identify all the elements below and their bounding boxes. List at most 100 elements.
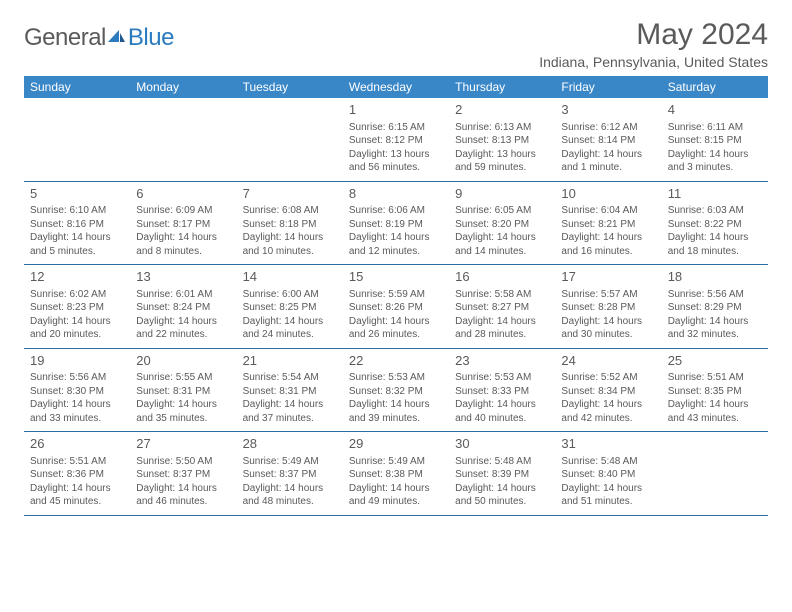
calendar-cell — [130, 98, 236, 181]
sunset-text: Sunset: 8:22 PM — [668, 218, 762, 232]
day-header: Friday — [555, 76, 661, 98]
sunset-text: Sunset: 8:14 PM — [561, 134, 655, 148]
calendar-cell: 9Sunrise: 6:05 AMSunset: 8:20 PMDaylight… — [449, 182, 555, 265]
sunset-text: Sunset: 8:39 PM — [455, 468, 549, 482]
calendar-cell: 3Sunrise: 6:12 AMSunset: 8:14 PMDaylight… — [555, 98, 661, 181]
calendar-cell: 2Sunrise: 6:13 AMSunset: 8:13 PMDaylight… — [449, 98, 555, 181]
calendar-cell: 16Sunrise: 5:58 AMSunset: 8:27 PMDayligh… — [449, 265, 555, 348]
calendar-week: 19Sunrise: 5:56 AMSunset: 8:30 PMDayligh… — [24, 349, 768, 433]
sunrise-text: Sunrise: 6:00 AM — [243, 288, 337, 302]
daylight-text: Daylight: 14 hours and 5 minutes. — [30, 231, 124, 258]
sunset-text: Sunset: 8:38 PM — [349, 468, 443, 482]
day-number: 27 — [136, 435, 230, 453]
calendar: Sunday Monday Tuesday Wednesday Thursday… — [24, 76, 768, 516]
daylight-text: Daylight: 14 hours and 16 minutes. — [561, 231, 655, 258]
daylight-text: Daylight: 14 hours and 45 minutes. — [30, 482, 124, 509]
sunset-text: Sunset: 8:35 PM — [668, 385, 762, 399]
day-header: Sunday — [24, 76, 130, 98]
calendar-cell: 23Sunrise: 5:53 AMSunset: 8:33 PMDayligh… — [449, 349, 555, 432]
sunrise-text: Sunrise: 6:08 AM — [243, 204, 337, 218]
sunrise-text: Sunrise: 5:50 AM — [136, 455, 230, 469]
day-number: 3 — [561, 101, 655, 119]
header: General Blue May 2024 Indiana, Pennsylva… — [24, 18, 768, 70]
daylight-text: Daylight: 14 hours and 22 minutes. — [136, 315, 230, 342]
sunrise-text: Sunrise: 5:49 AM — [349, 455, 443, 469]
calendar-cell: 10Sunrise: 6:04 AMSunset: 8:21 PMDayligh… — [555, 182, 661, 265]
day-number: 24 — [561, 352, 655, 370]
daylight-text: Daylight: 14 hours and 32 minutes. — [668, 315, 762, 342]
sunset-text: Sunset: 8:26 PM — [349, 301, 443, 315]
calendar-cell: 21Sunrise: 5:54 AMSunset: 8:31 PMDayligh… — [237, 349, 343, 432]
sunset-text: Sunset: 8:31 PM — [243, 385, 337, 399]
calendar-cell: 8Sunrise: 6:06 AMSunset: 8:19 PMDaylight… — [343, 182, 449, 265]
calendar-cell: 15Sunrise: 5:59 AMSunset: 8:26 PMDayligh… — [343, 265, 449, 348]
day-number: 1 — [349, 101, 443, 119]
daylight-text: Daylight: 14 hours and 37 minutes. — [243, 398, 337, 425]
day-number: 17 — [561, 268, 655, 286]
sunrise-text: Sunrise: 5:55 AM — [136, 371, 230, 385]
sunrise-text: Sunrise: 6:04 AM — [561, 204, 655, 218]
daylight-text: Daylight: 14 hours and 28 minutes. — [455, 315, 549, 342]
day-number: 12 — [30, 268, 124, 286]
day-number: 8 — [349, 185, 443, 203]
calendar-cell: 28Sunrise: 5:49 AMSunset: 8:37 PMDayligh… — [237, 432, 343, 515]
day-number: 18 — [668, 268, 762, 286]
sunrise-text: Sunrise: 6:11 AM — [668, 121, 762, 135]
sunset-text: Sunset: 8:40 PM — [561, 468, 655, 482]
calendar-body: 1Sunrise: 6:15 AMSunset: 8:12 PMDaylight… — [24, 98, 768, 516]
sunrise-text: Sunrise: 6:02 AM — [30, 288, 124, 302]
day-number: 25 — [668, 352, 762, 370]
sunrise-text: Sunrise: 6:01 AM — [136, 288, 230, 302]
day-number: 6 — [136, 185, 230, 203]
sunrise-text: Sunrise: 5:51 AM — [668, 371, 762, 385]
calendar-cell: 14Sunrise: 6:00 AMSunset: 8:25 PMDayligh… — [237, 265, 343, 348]
daylight-text: Daylight: 14 hours and 46 minutes. — [136, 482, 230, 509]
daylight-text: Daylight: 14 hours and 42 minutes. — [561, 398, 655, 425]
month-title: May 2024 — [539, 18, 768, 52]
daylight-text: Daylight: 14 hours and 1 minute. — [561, 148, 655, 175]
calendar-cell: 17Sunrise: 5:57 AMSunset: 8:28 PMDayligh… — [555, 265, 661, 348]
day-number: 23 — [455, 352, 549, 370]
day-number: 9 — [455, 185, 549, 203]
day-number: 15 — [349, 268, 443, 286]
calendar-cell: 6Sunrise: 6:09 AMSunset: 8:17 PMDaylight… — [130, 182, 236, 265]
daylight-text: Daylight: 14 hours and 49 minutes. — [349, 482, 443, 509]
calendar-cell: 4Sunrise: 6:11 AMSunset: 8:15 PMDaylight… — [662, 98, 768, 181]
logo-text-general: General — [24, 24, 106, 52]
sunset-text: Sunset: 8:12 PM — [349, 134, 443, 148]
calendar-cell: 26Sunrise: 5:51 AMSunset: 8:36 PMDayligh… — [24, 432, 130, 515]
calendar-cell: 12Sunrise: 6:02 AMSunset: 8:23 PMDayligh… — [24, 265, 130, 348]
calendar-cell: 7Sunrise: 6:08 AMSunset: 8:18 PMDaylight… — [237, 182, 343, 265]
sunrise-text: Sunrise: 5:58 AM — [455, 288, 549, 302]
sunrise-text: Sunrise: 6:05 AM — [455, 204, 549, 218]
sunset-text: Sunset: 8:20 PM — [455, 218, 549, 232]
day-number: 14 — [243, 268, 337, 286]
calendar-cell: 29Sunrise: 5:49 AMSunset: 8:38 PMDayligh… — [343, 432, 449, 515]
day-number: 5 — [30, 185, 124, 203]
daylight-text: Daylight: 14 hours and 10 minutes. — [243, 231, 337, 258]
location: Indiana, Pennsylvania, United States — [539, 54, 768, 70]
sunset-text: Sunset: 8:15 PM — [668, 134, 762, 148]
sunset-text: Sunset: 8:36 PM — [30, 468, 124, 482]
sunset-text: Sunset: 8:33 PM — [455, 385, 549, 399]
day-header: Tuesday — [237, 76, 343, 98]
calendar-cell: 13Sunrise: 6:01 AMSunset: 8:24 PMDayligh… — [130, 265, 236, 348]
day-header: Thursday — [449, 76, 555, 98]
sunset-text: Sunset: 8:18 PM — [243, 218, 337, 232]
day-number: 2 — [455, 101, 549, 119]
calendar-cell — [237, 98, 343, 181]
day-number: 11 — [668, 185, 762, 203]
day-header: Wednesday — [343, 76, 449, 98]
logo: General Blue — [24, 18, 174, 52]
sunrise-text: Sunrise: 5:57 AM — [561, 288, 655, 302]
daylight-text: Daylight: 14 hours and 14 minutes. — [455, 231, 549, 258]
day-number: 26 — [30, 435, 124, 453]
calendar-week: 1Sunrise: 6:15 AMSunset: 8:12 PMDaylight… — [24, 98, 768, 182]
sunrise-text: Sunrise: 5:49 AM — [243, 455, 337, 469]
daylight-text: Daylight: 14 hours and 24 minutes. — [243, 315, 337, 342]
daylight-text: Daylight: 13 hours and 59 minutes. — [455, 148, 549, 175]
day-number: 7 — [243, 185, 337, 203]
calendar-cell: 27Sunrise: 5:50 AMSunset: 8:37 PMDayligh… — [130, 432, 236, 515]
calendar-cell: 22Sunrise: 5:53 AMSunset: 8:32 PMDayligh… — [343, 349, 449, 432]
daylight-text: Daylight: 14 hours and 35 minutes. — [136, 398, 230, 425]
